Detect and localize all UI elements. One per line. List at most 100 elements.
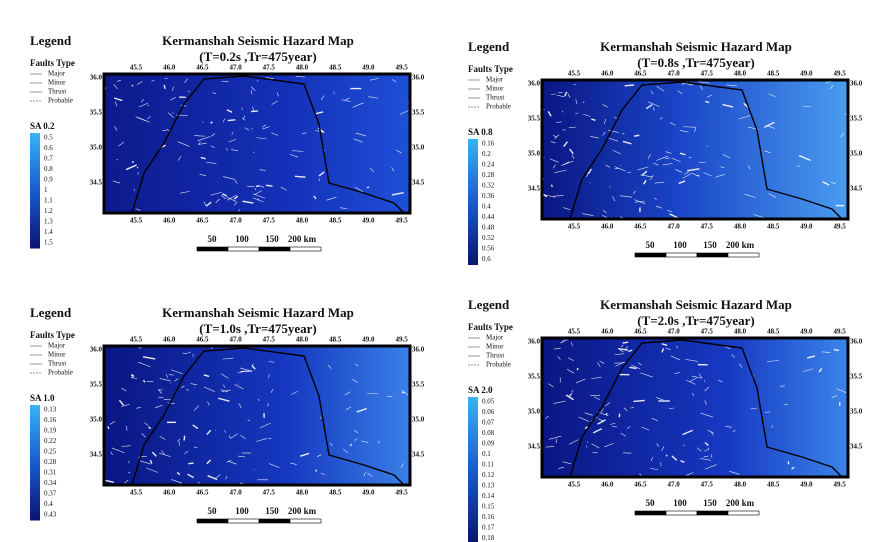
scale-segment (697, 253, 728, 257)
y-tick-label: 36.0 (90, 74, 103, 82)
x-tick-label: 49.5 (395, 217, 408, 225)
x-tick-label: 49.5 (833, 481, 846, 489)
x-tick-label: 49.0 (800, 70, 813, 78)
y-tick-label: 36.0 (850, 338, 863, 346)
scale-label: 200 km (288, 506, 317, 516)
faults-title: Faults Type (468, 322, 513, 332)
map-title: Kermanshah Seismic Hazard Map (162, 305, 354, 320)
sa-label: 0.22 (44, 437, 57, 445)
color-bar (30, 133, 40, 249)
x-tick-label: 46.5 (634, 70, 647, 78)
sa-label: 0.37 (44, 490, 57, 498)
sa-label: 0.44 (482, 213, 495, 221)
y-tick-label: 35.0 (412, 144, 425, 152)
x-tick-label: 46.5 (634, 328, 647, 336)
sa-label: 0.32 (482, 182, 495, 190)
x-tick-label: 45.5 (130, 489, 143, 497)
sa-label: 0.16 (44, 416, 57, 424)
y-tick-label: 34.5 (850, 443, 863, 451)
color-bar (468, 397, 478, 542)
x-tick-label: 48.5 (329, 217, 342, 225)
panel: LegendFaults TypeMajorMinorThrustProbabl… (468, 39, 863, 265)
scale-segment (666, 253, 697, 257)
fault-line (634, 135, 639, 136)
fault-type: Probable (486, 361, 511, 369)
sa-label: 0.4 (482, 203, 491, 211)
fault-type: Thrust (486, 352, 504, 360)
scale-label: 150 (703, 498, 717, 508)
sa-label: 0.28 (44, 458, 57, 466)
y-tick-label: 35.0 (412, 416, 425, 424)
scale-segment (197, 519, 228, 523)
x-tick-label: 48.5 (767, 328, 780, 336)
sa-label: 0.7 (44, 155, 53, 163)
sa-label: 0.2 (482, 150, 491, 158)
x-tick-label: 47.5 (263, 336, 276, 344)
scale-label: 150 (703, 240, 717, 250)
scale-label: 100 (235, 506, 249, 516)
x-tick-label: 46.0 (601, 70, 614, 78)
sa-label: 0.11 (482, 461, 494, 469)
sa-label: 0.6 (44, 144, 53, 152)
y-tick-label: 34.5 (528, 185, 541, 193)
x-tick-label: 49.0 (362, 217, 375, 225)
sa-label: 0.19 (44, 427, 57, 435)
legend-title: Legend (30, 33, 72, 48)
fault-line (251, 111, 258, 112)
sa-title: SA 1.0 (30, 393, 55, 403)
scale-label: 100 (673, 498, 687, 508)
x-tick-label: 46.0 (601, 223, 614, 231)
fault-line (834, 350, 839, 351)
x-tick-label: 49.0 (800, 223, 813, 231)
sa-title: SA 0.2 (30, 121, 55, 131)
sa-label: 0.15 (482, 503, 495, 511)
x-tick-label: 47.0 (229, 489, 242, 497)
x-tick-label: 46.0 (163, 217, 176, 225)
sa-label: 0.1 (482, 450, 491, 458)
scale-segment (259, 247, 290, 251)
x-tick-label: 46.0 (163, 64, 176, 72)
x-tick-label: 49.5 (395, 489, 408, 497)
x-tick-label: 48.5 (767, 70, 780, 78)
x-tick-label: 49.0 (362, 489, 375, 497)
y-tick-label: 34.5 (90, 451, 103, 459)
sa-label: 0.07 (482, 419, 495, 427)
x-tick-label: 48.0 (296, 336, 309, 344)
fault-type: Minor (486, 85, 504, 93)
x-tick-label: 47.5 (701, 70, 714, 78)
hazard-raster (542, 338, 848, 477)
x-tick-label: 46.5 (196, 64, 209, 72)
fault-line (623, 342, 629, 343)
y-tick-label: 35.5 (90, 109, 103, 117)
x-tick-label: 49.5 (395, 336, 408, 344)
x-tick-label: 48.5 (329, 336, 342, 344)
y-tick-label: 36.0 (850, 80, 863, 88)
scale-segment (697, 511, 728, 515)
panel: LegendFaults TypeMajorMinorThrustProbabl… (30, 305, 425, 523)
scale-label: 50 (208, 506, 218, 516)
sa-label: 1.5 (44, 239, 53, 247)
map-subtitle: (T=1.0s ,Tr=475year) (199, 321, 316, 336)
scale-label: 200 km (726, 240, 755, 250)
sa-label: 0.13 (482, 482, 495, 490)
fault-type: Major (48, 70, 66, 78)
x-tick-label: 47.5 (263, 64, 276, 72)
x-tick-label: 48.0 (734, 223, 747, 231)
x-tick-label: 48.0 (296, 64, 309, 72)
fault-type: Thrust (48, 360, 66, 368)
x-tick-label: 46.0 (601, 481, 614, 489)
sa-label: 0.06 (482, 408, 495, 416)
x-tick-label: 48.0 (296, 489, 309, 497)
x-tick-label: 49.5 (833, 223, 846, 231)
fault-line (228, 120, 236, 121)
x-tick-label: 47.5 (701, 481, 714, 489)
panel: LegendFaults TypeMajorMinorThrustProbabl… (468, 297, 863, 542)
fault-line (606, 413, 607, 415)
y-tick-label: 35.0 (528, 150, 541, 158)
map-subtitle: (T=0.2s ,Tr=475year) (199, 49, 316, 64)
sa-title: SA 2.0 (468, 385, 493, 395)
legend-title: Legend (468, 297, 510, 312)
fault-line (367, 187, 369, 188)
sa-label: 0.12 (482, 471, 495, 479)
scale-label: 100 (235, 234, 249, 244)
